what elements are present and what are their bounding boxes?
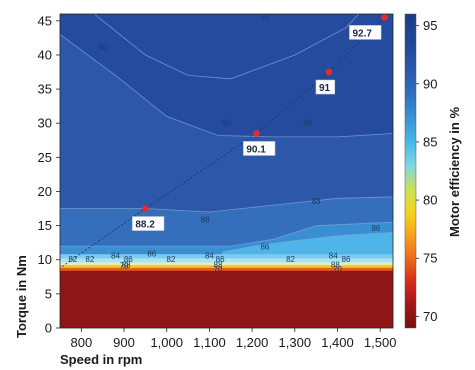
colorbar: 70 75 80 85 90 95	[404, 13, 437, 329]
operating-point-label-4: 92.7	[349, 25, 382, 40]
operating-point-marker-3	[325, 68, 333, 76]
operating-point-label-text: 92.7	[352, 28, 372, 39]
operating-point-label-box	[349, 25, 382, 40]
operating-point-label-box	[315, 79, 336, 95]
y-tick-label-15: 15	[38, 218, 52, 233]
contour-line-4	[222, 232, 393, 255]
contour-label-22: 90	[222, 118, 231, 127]
colorbar-tick-label-90: 90	[423, 76, 437, 91]
operating-point-label-text: 91	[319, 83, 331, 94]
contour-label-13: 86	[342, 255, 351, 264]
operating-point-label-text: 88.2	[135, 220, 155, 231]
contour-label-12: 84	[329, 251, 338, 260]
x-tick-label-1100: 1,100	[193, 335, 226, 350]
colorbar-gradient	[404, 13, 417, 329]
contour-label-2: 82	[85, 255, 94, 264]
contour-label-3: 84	[111, 251, 120, 260]
contour-line-2	[60, 196, 393, 213]
operating-point-label-text: 90.1	[246, 144, 266, 155]
contour-label-19: 86	[371, 224, 380, 233]
colorbar-tick-label-85: 85	[423, 134, 437, 149]
operating-point-label-box	[243, 141, 276, 156]
y-tick-label-5: 5	[45, 286, 52, 301]
contour-label-5: 88	[122, 260, 131, 269]
contour-line-1	[60, 34, 393, 138]
contour-label-21: 88	[312, 197, 321, 206]
contour-label-24: 90	[98, 43, 107, 52]
contour-label-7: 82	[167, 255, 176, 264]
colorbar-tick-label-95: 95	[423, 18, 437, 33]
operating-point-marker-2	[253, 130, 260, 137]
region-below-threshold	[60, 270, 393, 328]
x-axis-title: Speed in rpm	[60, 352, 142, 367]
x-axis: 800 900 1,000 1,100 1,200 1,300 1,400 1,500	[70, 328, 396, 350]
contour-label-18: 86	[260, 243, 269, 252]
contour-label-25: 92	[260, 13, 269, 22]
x-tick-label-1500: 1,500	[364, 335, 397, 350]
operating-line-path	[61, 17, 385, 267]
operating-point-label-2: 90.1	[243, 141, 276, 156]
y-tick-label-20: 20	[38, 184, 52, 199]
contour-label-16: 70	[214, 265, 223, 274]
x-tick-label-900: 900	[113, 335, 135, 350]
x-tick-label-1000: 1,000	[150, 335, 183, 350]
contour-label-14: 88	[331, 260, 340, 269]
contour-label-4: 86	[124, 255, 133, 264]
operating-point-marker-4	[381, 14, 388, 21]
x-tick-label-800: 800	[70, 335, 92, 350]
contour-line-5	[93, 14, 360, 80]
y-tick-label-0: 0	[45, 321, 52, 336]
y-tick-label-35: 35	[38, 82, 52, 97]
y-axis-title: Torque in Nm	[14, 255, 29, 338]
colorbar-title: Motor efficiency in %	[447, 107, 462, 237]
contour-line-3	[60, 221, 393, 247]
colorbar-tick-label-70: 70	[423, 309, 437, 324]
plot-area	[60, 14, 393, 328]
contour-label-9: 86	[216, 255, 225, 264]
contour-label-11: 82	[286, 255, 295, 264]
x-tick-label-1200: 1,200	[236, 335, 269, 350]
operating-point-label-1: 88.2	[132, 216, 165, 231]
y-tick-label-45: 45	[38, 13, 52, 28]
y-tick-label-10: 10	[38, 252, 52, 267]
contour-label-23: 90	[303, 118, 312, 127]
y-tick-label-25: 25	[38, 150, 52, 165]
contour-label-8: 84	[205, 251, 214, 260]
contour-label-6: 86	[147, 249, 156, 258]
contour-label-15: 70	[120, 262, 129, 271]
colorbar-tick-label-75: 75	[423, 251, 437, 266]
operating-point-label-box	[132, 216, 165, 231]
x-tick-label-1400: 1,400	[321, 335, 354, 350]
colorbar-tick-label-80: 80	[423, 193, 437, 208]
y-tick-label-30: 30	[38, 116, 52, 131]
operating-point-marker-1	[142, 205, 149, 212]
y-axis: 0 5 10 15 20 25 30 35 40 45	[38, 13, 60, 336]
operating-point-label-3: 91	[315, 79, 336, 95]
contour-label-20: 88	[201, 215, 210, 224]
plot-frame	[59, 13, 394, 329]
contour-label-17: 70	[333, 265, 342, 274]
operating-line: 88.2 90.1 91 92.7	[61, 14, 388, 267]
contour-label-10: 88	[214, 260, 223, 269]
y-tick-label-40: 40	[38, 47, 52, 62]
x-tick-label-1300: 1,300	[279, 335, 312, 350]
